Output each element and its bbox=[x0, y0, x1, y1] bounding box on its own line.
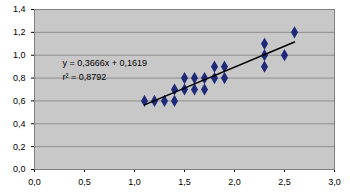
svg-text:2,5: 2,5 bbox=[278, 177, 291, 187]
svg-text:1,0: 1,0 bbox=[13, 50, 26, 60]
svg-text:2,0: 2,0 bbox=[228, 177, 241, 187]
svg-text:0,6: 0,6 bbox=[13, 96, 26, 106]
svg-text:0,0: 0,0 bbox=[13, 164, 26, 174]
svg-text:3,0: 3,0 bbox=[328, 177, 341, 187]
svg-text:0,5: 0,5 bbox=[78, 177, 91, 187]
svg-text:0,8: 0,8 bbox=[13, 73, 26, 83]
svg-text:1,4: 1,4 bbox=[13, 4, 26, 14]
svg-text:0,2: 0,2 bbox=[13, 142, 26, 152]
svg-text:y = 0,3666x + 0,1619: y = 0,3666x + 0,1619 bbox=[63, 58, 148, 68]
svg-text:1,2: 1,2 bbox=[13, 27, 26, 37]
svg-text:1,0: 1,0 bbox=[128, 177, 141, 187]
svg-text:r² = 0,8792: r² = 0,8792 bbox=[63, 72, 107, 82]
svg-text:0,0: 0,0 bbox=[28, 177, 41, 187]
svg-text:0,4: 0,4 bbox=[13, 119, 26, 129]
svg-text:1,5: 1,5 bbox=[178, 177, 191, 187]
